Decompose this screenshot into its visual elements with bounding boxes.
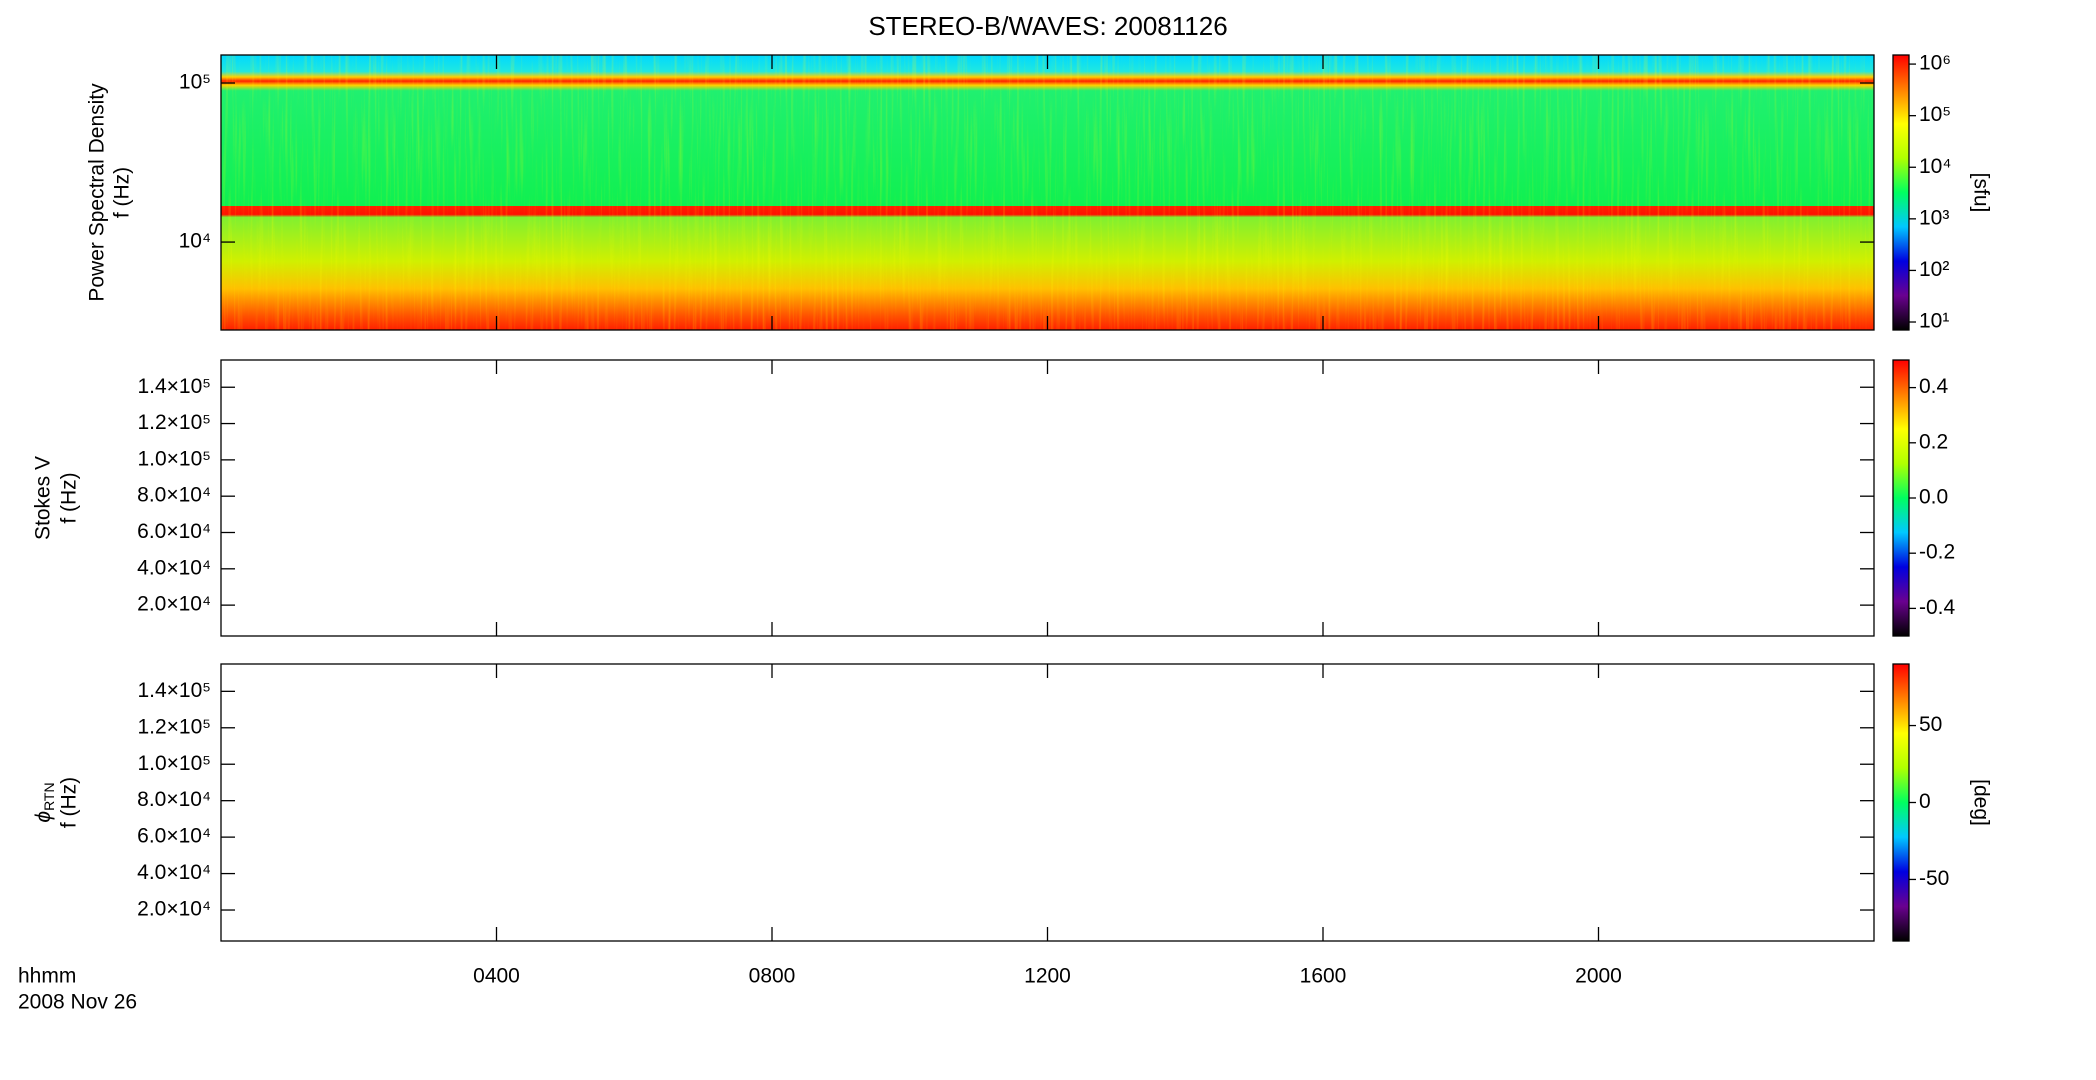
x-axis-label: hhmm	[18, 965, 76, 988]
y-axis-label: f (Hz)	[111, 167, 134, 218]
spectrogram	[221, 55, 1874, 330]
colorbar-tick-label: 0	[1919, 790, 1931, 813]
y-tick-label: 10⁵	[179, 71, 211, 94]
y-tick-label: 4.0×10⁴	[137, 556, 211, 579]
colorbar-tick-label: 0.2	[1919, 430, 1948, 453]
x-axis-label: 2008 Nov 26	[18, 991, 137, 1014]
y-axis-label: f (Hz)	[58, 472, 81, 523]
colorbar-tick-label: 0.0	[1919, 486, 1948, 509]
colorbar-tick-label: -50	[1919, 867, 1949, 890]
y-axis-label: Stokes V	[32, 456, 55, 540]
y-tick-label: 4.0×10⁴	[137, 861, 211, 884]
y-tick-label: 2.0×10⁴	[137, 898, 211, 921]
y-tick-label: 1.0×10⁵	[137, 752, 211, 775]
colorbar-tick-label: 10²	[1919, 258, 1949, 281]
colorbar-label: [sfu]	[1969, 173, 1992, 213]
plot-frame	[220, 663, 1875, 942]
x-tick-label: 0800	[749, 965, 796, 988]
colorbar-tick-label: 10⁶	[1919, 52, 1951, 75]
y-tick-label: 6.0×10⁴	[137, 825, 211, 848]
colorbar-tick-label: 10³	[1919, 206, 1949, 229]
y-tick-label: 1.4×10⁵	[137, 375, 211, 398]
x-tick-label: 1600	[1300, 965, 1347, 988]
y-tick-label: 2.0×10⁴	[137, 593, 211, 616]
y-tick-label: 8.0×10⁴	[137, 484, 211, 507]
y-axis-label: f (Hz)	[58, 777, 81, 828]
x-tick-label: 1200	[1024, 965, 1071, 988]
y-tick-label: 6.0×10⁴	[137, 520, 211, 543]
y-tick-label: 1.2×10⁵	[137, 715, 211, 738]
colorbar-tick-label: -0.4	[1919, 596, 1956, 619]
colorbar-tick-label: 50	[1919, 713, 1942, 736]
plot-frame	[220, 359, 1875, 637]
colorbar-label: [deg]	[1969, 779, 1992, 826]
colorbar-tick-label: 10⁵	[1919, 103, 1951, 126]
x-tick-label: 0400	[473, 965, 520, 988]
y-tick-label: 8.0×10⁴	[137, 788, 211, 811]
colorbar-tick-label: 10⁴	[1919, 155, 1951, 178]
y-tick-label: 1.4×10⁵	[137, 679, 211, 702]
y-tick-label: 1.2×10⁵	[137, 411, 211, 434]
y-axis-label: Power Spectral Density	[86, 83, 109, 302]
y-axis-label: ϕRTN	[32, 782, 57, 822]
chart-title: STEREO-B/WAVES: 20081126	[868, 11, 1227, 41]
colorbar	[1892, 359, 1910, 637]
colorbar-tick-label: 0.4	[1919, 375, 1949, 398]
y-tick-label: 10⁴	[179, 230, 211, 253]
y-tick-label: 1.0×10⁵	[137, 447, 211, 470]
colorbar-tick-label: 10¹	[1919, 310, 1949, 333]
colorbar	[1892, 54, 1910, 331]
x-tick-label: 2000	[1575, 965, 1622, 988]
colorbar	[1892, 663, 1910, 942]
colorbar-tick-label: -0.2	[1919, 541, 1955, 564]
